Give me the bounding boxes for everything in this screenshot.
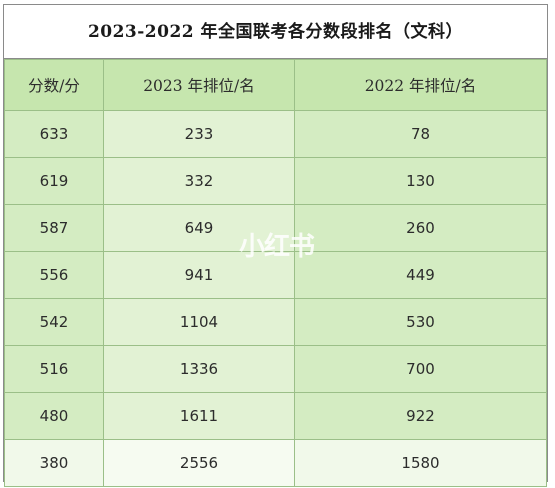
table-row: 587 649 260 (4, 204, 547, 252)
cell-rank-2022: 449 (294, 251, 547, 299)
ranking-table-card: 2023-2022 年全国联考各分数段排名（文科） 分数/分 2023 年排位/… (3, 4, 548, 487)
cell-score: 480 (4, 392, 104, 440)
cell-rank-2022: 700 (294, 345, 547, 393)
cell-rank-2022: 78 (294, 110, 547, 158)
ranking-table: 分数/分 2023 年排位/名 2022 年排位/名 633 233 78 61… (4, 59, 547, 487)
cell-score: 380 (4, 439, 104, 487)
cell-rank-2023: 332 (103, 157, 295, 205)
cell-rank-2022: 1580 (294, 439, 547, 487)
cell-rank-2022: 260 (294, 204, 547, 252)
cell-score: 619 (4, 157, 104, 205)
table-row: 516 1336 700 (4, 345, 547, 393)
cell-score: 516 (4, 345, 104, 393)
header-row: 分数/分 2023 年排位/名 2022 年排位/名 (4, 59, 547, 111)
header-score: 分数/分 (4, 59, 104, 111)
cell-rank-2022: 130 (294, 157, 547, 205)
cell-rank-2023: 2556 (103, 439, 295, 487)
cell-score: 542 (4, 298, 104, 346)
cell-rank-2023: 649 (103, 204, 295, 252)
cell-score: 587 (4, 204, 104, 252)
cell-score: 556 (4, 251, 104, 299)
cell-rank-2023: 1104 (103, 298, 295, 346)
table-row: 619 332 130 (4, 157, 547, 205)
table-row: 556 941 449 (4, 251, 547, 299)
table-row: 542 1104 530 (4, 298, 547, 346)
cell-rank-2023: 1336 (103, 345, 295, 393)
table-row: 480 1611 922 (4, 392, 547, 440)
cell-rank-2022: 922 (294, 392, 547, 440)
table-row: 380 2556 1580 (4, 439, 547, 487)
cell-score: 633 (4, 110, 104, 158)
cell-rank-2023: 1611 (103, 392, 295, 440)
cell-rank-2022: 530 (294, 298, 547, 346)
table-title: 2023-2022 年全国联考各分数段排名（文科） (4, 5, 547, 59)
cell-rank-2023: 941 (103, 251, 295, 299)
header-rank-2022: 2022 年排位/名 (294, 59, 547, 111)
table-row: 633 233 78 (4, 110, 547, 158)
cell-rank-2023: 233 (103, 110, 295, 158)
header-rank-2023: 2023 年排位/名 (103, 59, 295, 111)
